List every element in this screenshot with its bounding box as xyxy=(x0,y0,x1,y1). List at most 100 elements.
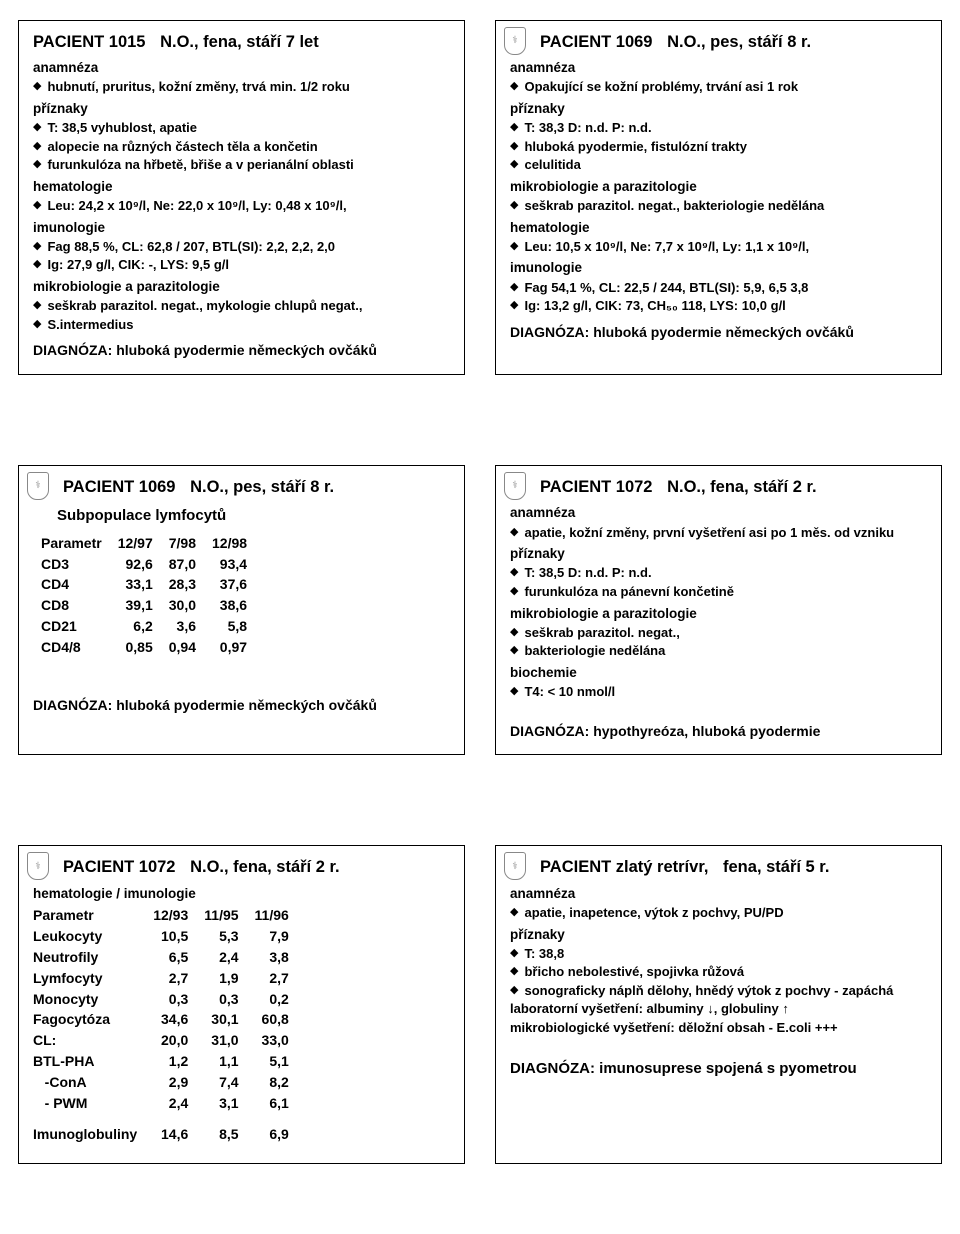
institution-logo-icon: ⚕ xyxy=(504,27,526,55)
patient-desc: fena, stáří 5 r. xyxy=(723,858,829,876)
col-param: Parametr xyxy=(41,533,110,554)
list-item: ◆T: 38,5 D: n.d. P: n.d. xyxy=(510,564,927,582)
bullet-icon: ◆ xyxy=(33,197,41,213)
patient-desc: N.O., fena, stáří 2 r. xyxy=(667,478,816,496)
bullet-icon: ◆ xyxy=(33,78,41,94)
list-item: ◆Fag 54,1 %, CL: 22,5 / 244, BTL(SI): 5,… xyxy=(510,279,927,297)
section-hem-imun: hematologie / imunologie xyxy=(33,885,450,903)
bullet-icon: ◆ xyxy=(510,238,518,254)
table-row: Fagocytóza34,630,160,8 xyxy=(33,1009,297,1030)
card-title: PACIENT 1072 N.O., fena, stáří 2 r. xyxy=(33,856,450,878)
table-row: Lymfocyty2,71,92,7 xyxy=(33,968,297,989)
bullet-icon: ◆ xyxy=(33,119,41,135)
bullet-icon: ◆ xyxy=(510,524,518,540)
patient-id: PACIENT 1015 xyxy=(33,33,146,51)
diagnosis: DIAGNÓZA: hluboká pyodermie německých ov… xyxy=(510,323,927,342)
institution-logo-icon: ⚕ xyxy=(504,852,526,880)
col-798: 7/98 xyxy=(161,533,204,554)
patient-card-1069a: ⚕ PACIENT 1069 N.O., pes, stáří 8 r. ana… xyxy=(495,20,942,375)
section-biochemie: biochemie xyxy=(510,664,927,682)
bullet-icon: ◆ xyxy=(510,982,518,998)
lab-line: laboratorní vyšetření: albuminy ↓, globu… xyxy=(510,1000,927,1018)
list-item: ◆seškrab parazitol. negat., xyxy=(510,624,927,642)
table-row: CD839,130,038,6 xyxy=(41,595,255,616)
list-item: ◆břicho nebolestivé, spojivka růžová xyxy=(510,963,927,981)
patient-desc: N.O., pes, stáří 8 r. xyxy=(190,478,334,496)
section-anamneza: anamnéza xyxy=(510,885,927,903)
list-item: ◆Opakující se kožní problémy, trvání asi… xyxy=(510,78,927,96)
diagnosis: DIAGNÓZA: hypothyreóza, hluboká pyodermi… xyxy=(510,722,927,741)
patient-card-1072a: ⚕ PACIENT 1072 N.O., fena, stáří 2 r. an… xyxy=(495,465,942,755)
bullet-icon: ◆ xyxy=(33,316,41,332)
card-title: PACIENT 1069 N.O., pes, stáří 8 r. xyxy=(510,31,927,53)
bullet-icon: ◆ xyxy=(510,583,518,599)
section-priznaky: příznaky xyxy=(510,545,927,563)
table-header-row: Parametr 12/93 11/95 11/96 xyxy=(33,905,297,926)
section-priznaky: příznaky xyxy=(510,100,927,118)
bullet-icon: ◆ xyxy=(510,119,518,135)
table-row: - PWM2,43,16,1 xyxy=(33,1093,297,1114)
section-mikrobiologie: mikrobiologie a parazitologie xyxy=(33,278,450,296)
patient-id: PACIENT 1072 xyxy=(63,858,176,876)
section-anamneza: anamnéza xyxy=(510,59,927,77)
bullet-icon: ◆ xyxy=(510,945,518,961)
section-imunologie: imunologie xyxy=(33,219,450,237)
table-row: -ConA2,97,48,2 xyxy=(33,1072,297,1093)
bullet-icon: ◆ xyxy=(510,963,518,979)
lymfo-table: Parametr 12/97 7/98 12/98 CD392,687,093,… xyxy=(41,533,255,658)
bullet-icon: ◆ xyxy=(33,238,41,254)
list-item: ◆apatie, kožní změny, první vyšetření as… xyxy=(510,524,927,542)
card-title: PACIENT 1072 N.O., fena, stáří 2 r. xyxy=(510,476,927,498)
list-item: ◆furunkulóza na pánevní končetině xyxy=(510,583,927,601)
patient-desc: N.O., fena, stáří 2 r. xyxy=(190,858,339,876)
bullet-icon: ◆ xyxy=(510,904,518,920)
list-item: ◆Ig: 13,2 g/l, CIK: 73, CH₅₀ 118, LYS: 1… xyxy=(510,297,927,315)
card-title: PACIENT 1015 N.O., fena, stáří 7 let xyxy=(33,31,450,53)
col-1298: 12/98 xyxy=(204,533,255,554)
bullet-icon: ◆ xyxy=(510,197,518,213)
section-subpopulace: Subpopulace lymfocytů xyxy=(57,506,450,526)
bullet-icon: ◆ xyxy=(510,78,518,94)
bullet-icon: ◆ xyxy=(510,138,518,154)
bullet-icon: ◆ xyxy=(510,683,518,699)
bullet-icon: ◆ xyxy=(33,138,41,154)
institution-logo-icon: ⚕ xyxy=(504,472,526,500)
table-row: BTL-PHA1,21,15,1 xyxy=(33,1051,297,1072)
list-item: ◆hubnutí, pruritus, kožní změny, trvá mi… xyxy=(33,78,450,96)
hem-imun-table: Parametr 12/93 11/95 11/96 Leukocyty10,5… xyxy=(33,905,297,1145)
section-priznaky: příznaky xyxy=(510,926,927,944)
card-title: PACIENT zlatý retrívr, fena, stáří 5 r. xyxy=(510,856,927,878)
patient-card-1072b: ⚕ PACIENT 1072 N.O., fena, stáří 2 r. he… xyxy=(18,845,465,1163)
bullet-icon: ◆ xyxy=(33,297,41,313)
list-item: ◆alopecie na různých částech těla a konč… xyxy=(33,138,450,156)
patient-id: PACIENT zlatý retrívr, xyxy=(540,858,708,876)
diagnosis: DIAGNÓZA: imunosuprese spojená s pyometr… xyxy=(510,1059,927,1079)
card-grid: PACIENT 1015 N.O., fena, stáří 7 let ana… xyxy=(18,20,942,1164)
section-imunologie: imunologie xyxy=(510,259,927,277)
table-row: CD4/80,850,940,97 xyxy=(41,637,255,658)
bullet-icon: ◆ xyxy=(510,156,518,172)
patient-card-1015: PACIENT 1015 N.O., fena, stáří 7 let ana… xyxy=(18,20,465,375)
bullet-icon: ◆ xyxy=(510,279,518,295)
bullet-icon: ◆ xyxy=(510,642,518,658)
table-row: CD392,687,093,4 xyxy=(41,554,255,575)
list-item: ◆Leu: 24,2 x 10⁹/l, Ne: 22,0 x 10⁹/l, Ly… xyxy=(33,197,450,215)
section-priznaky: příznaky xyxy=(33,100,450,118)
list-item: ◆hluboká pyodermie, fistulózní trakty xyxy=(510,138,927,156)
table-gap-row xyxy=(33,1114,297,1124)
patient-card-retriever: ⚕ PACIENT zlatý retrívr, fena, stáří 5 r… xyxy=(495,845,942,1163)
section-anamneza: anamnéza xyxy=(33,59,450,77)
section-anamneza: anamnéza xyxy=(510,504,927,522)
table-row: Imunoglobuliny14,68,56,9 xyxy=(33,1124,297,1145)
institution-logo-icon: ⚕ xyxy=(27,852,49,880)
list-item: ◆celulitida xyxy=(510,156,927,174)
bullet-icon: ◆ xyxy=(510,564,518,580)
col-1297: 12/97 xyxy=(110,533,161,554)
bullet-icon: ◆ xyxy=(510,297,518,313)
list-item: ◆seškrab parazitol. negat., mykologie ch… xyxy=(33,297,450,315)
card-title: PACIENT 1069 N.O., pes, stáří 8 r. xyxy=(33,476,450,498)
section-hematologie: hematologie xyxy=(510,219,927,237)
table-row: Monocyty0,30,30,2 xyxy=(33,989,297,1010)
list-item: ◆T: 38,3 D: n.d. P: n.d. xyxy=(510,119,927,137)
list-item: ◆S.intermedius xyxy=(33,316,450,334)
